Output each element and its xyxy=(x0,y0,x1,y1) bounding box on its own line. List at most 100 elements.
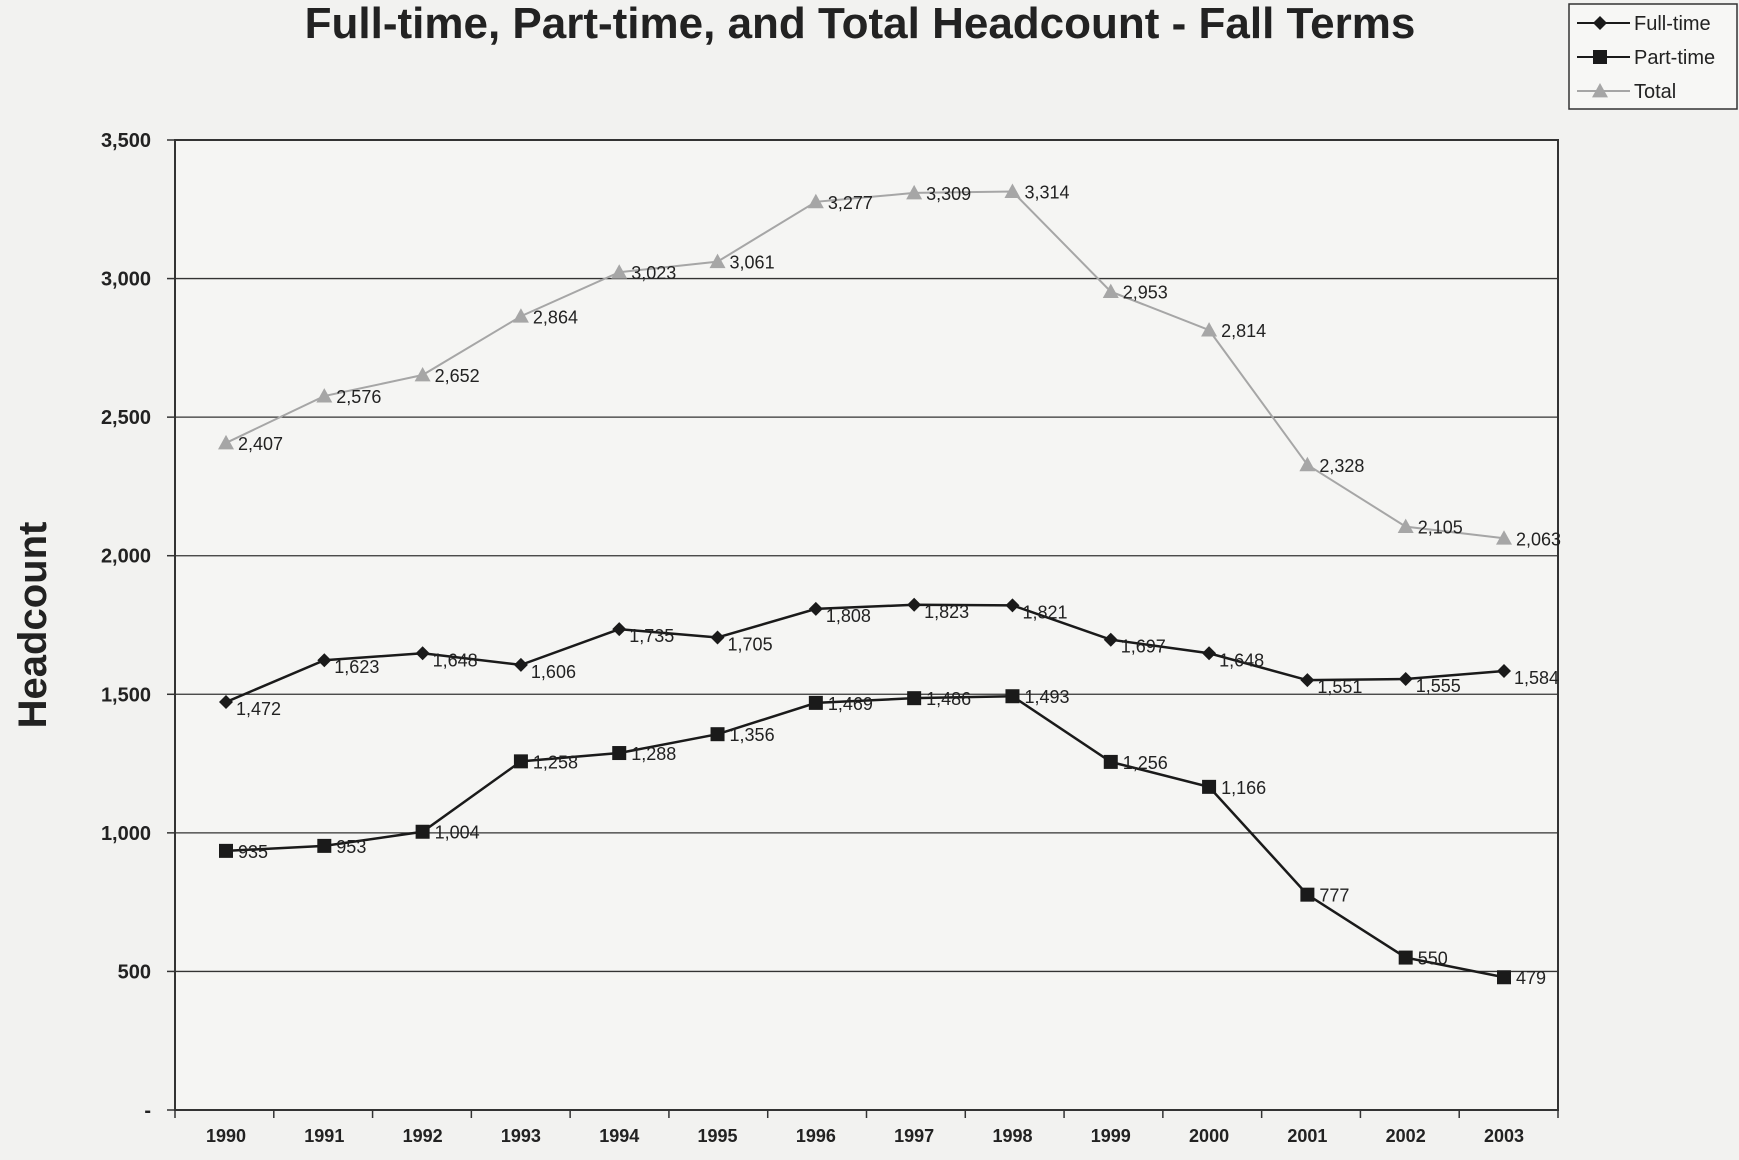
data-point xyxy=(1497,664,1511,679)
data-point xyxy=(808,601,823,616)
series-full-time: 1,472 1,623 1,648 1,606 1,735 1,705 1,808 1,823… xyxy=(219,597,1559,719)
data-point xyxy=(219,843,233,858)
x-tick-label: 1995 xyxy=(698,1126,738,1146)
data-point xyxy=(218,434,234,450)
data-point xyxy=(1103,632,1118,647)
y-tick-label: 3,500 xyxy=(101,130,151,152)
data-point xyxy=(710,630,725,645)
data-label: 2,864 xyxy=(533,307,578,327)
series-line xyxy=(225,694,1505,979)
data-point xyxy=(1300,673,1315,688)
data-point xyxy=(1497,970,1511,985)
data-point xyxy=(415,824,430,839)
data-point xyxy=(1398,672,1413,687)
data-point xyxy=(1005,598,1020,613)
y-tick-label: 2,500 xyxy=(101,407,151,429)
data-point xyxy=(907,691,922,706)
data-point xyxy=(710,727,725,742)
x-tick-label: 2002 xyxy=(1386,1126,1426,1146)
data-point xyxy=(1004,183,1021,198)
data-point xyxy=(317,838,332,853)
data-point xyxy=(906,184,923,200)
data-label: 1,705 xyxy=(728,634,773,654)
data-label: 935 xyxy=(238,842,268,862)
data-point xyxy=(808,695,823,710)
data-label: 953 xyxy=(336,837,366,857)
data-label: 1,258 xyxy=(533,752,578,772)
data-label: 1,004 xyxy=(435,823,480,843)
y-tick-label: 1,500 xyxy=(101,684,151,706)
series-line xyxy=(225,603,1505,704)
data-label: 1,648 xyxy=(1219,650,1264,670)
data-point xyxy=(1201,322,1218,337)
data-label: 1,469 xyxy=(828,694,873,714)
data-point xyxy=(317,653,332,668)
y-tick-label: 2,000 xyxy=(101,546,151,568)
x-tick-label: 2000 xyxy=(1189,1126,1229,1146)
data-point xyxy=(1496,530,1512,545)
data-label: 1,472 xyxy=(236,699,281,719)
data-label: 1,551 xyxy=(1317,677,1362,697)
legend-label: Total xyxy=(1634,81,1676,103)
data-point xyxy=(1397,518,1414,534)
series-line xyxy=(225,190,1505,540)
series-total: 2,407 2,576 2,652 2,864 3,023 3,061 3,277 3,309… xyxy=(218,183,1561,549)
data-point xyxy=(1593,16,1607,30)
data-label: 1,697 xyxy=(1121,637,1166,657)
data-label: 1,735 xyxy=(629,626,674,646)
data-label: 1,166 xyxy=(1221,778,1266,798)
data-label: 1,356 xyxy=(730,725,775,745)
data-label: 2,328 xyxy=(1319,456,1364,476)
plot-area xyxy=(174,139,1559,1111)
data-point xyxy=(807,193,824,209)
y-tick-label: 500 xyxy=(118,961,151,983)
data-point xyxy=(612,622,627,637)
data-point xyxy=(415,646,430,661)
legend: Full-time Part-time Total xyxy=(1568,3,1738,110)
data-label: 1,256 xyxy=(1123,753,1168,773)
data-point xyxy=(1592,83,1608,98)
data-point xyxy=(414,367,431,382)
data-point xyxy=(1300,887,1315,902)
data-point xyxy=(513,657,528,672)
data-point xyxy=(612,746,627,761)
data-point xyxy=(1102,283,1119,298)
x-tick-label: 1999 xyxy=(1091,1126,1131,1146)
y-axis-label: Headcount xyxy=(11,522,55,729)
y-tick-label: - xyxy=(144,1100,151,1122)
data-label: 1,606 xyxy=(531,662,576,682)
x-tick-label: 1997 xyxy=(894,1126,934,1146)
data-label: 2,953 xyxy=(1123,283,1168,303)
x-tick-label: 1994 xyxy=(599,1126,639,1146)
data-label: 1,648 xyxy=(433,650,478,670)
data-label: 2,814 xyxy=(1221,321,1266,341)
chart-title: Full-time, Part-time, and Total Headcoun… xyxy=(305,0,1416,48)
x-tick-label: 1996 xyxy=(796,1126,836,1146)
data-label: 777 xyxy=(1319,886,1349,906)
data-label: 3,314 xyxy=(1024,183,1069,203)
series-layer: 1,472 1,623 1,648 1,606 1,735 1,705 1,808 1,823… xyxy=(218,183,1561,988)
data-point xyxy=(1299,456,1316,472)
data-label: 2,105 xyxy=(1418,518,1463,538)
legend-label: Full-time xyxy=(1634,13,1711,35)
legend-label: Part-time xyxy=(1634,47,1715,69)
y-axis: - 500 1,000 1,500 2,000 2,500 3,000 3,500 xyxy=(101,130,175,1122)
data-label: 2,652 xyxy=(435,366,480,386)
series-part-time: 935 953 1,004 1,258 1,288 1,356 1,469 1,486 1,49… xyxy=(219,687,1546,988)
data-label: 2,063 xyxy=(1516,529,1561,549)
x-tick-label: 1998 xyxy=(992,1126,1032,1146)
data-point xyxy=(1005,689,1020,704)
data-point xyxy=(611,264,628,279)
data-label: 1,555 xyxy=(1416,676,1461,696)
data-point xyxy=(513,754,528,769)
data-label: 550 xyxy=(1418,949,1448,969)
x-tick-label: 2001 xyxy=(1287,1126,1327,1146)
data-point xyxy=(709,253,726,269)
data-label: 2,407 xyxy=(238,434,283,454)
data-label: 1,288 xyxy=(631,744,676,764)
x-tick-label: 1990 xyxy=(206,1126,246,1146)
gridlines xyxy=(175,277,1558,973)
data-point xyxy=(1202,646,1217,661)
data-point xyxy=(1593,50,1607,64)
